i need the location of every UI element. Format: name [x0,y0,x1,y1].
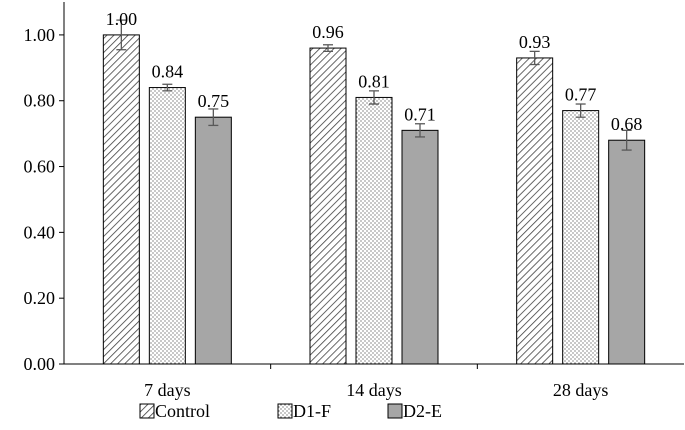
y-tick-label-5: 1.00 [24,25,56,45]
y-tick-label-0: 0.00 [24,354,56,374]
legend-label-d2-e: D2-E [403,401,442,421]
data-label-control-2: 0.93 [519,32,551,52]
data-label-d2-e-2: 0.68 [611,114,643,134]
bar-control-1 [309,47,347,365]
legend-label-d1-f: D1-F [293,401,331,421]
legend-swatch-d2-e [387,403,403,419]
bar-d1-f-1 [355,96,393,365]
legend-swatch-d1-f [277,403,293,419]
bars: 1.00 0.84 0.75 0.96 0.81 0.71 0.93 0.77 0.68 [102,9,646,365]
x-category-label-0: 7 days [144,380,191,400]
y-tick-label-3: 0.60 [24,157,56,177]
x-category-label-2: 28 days [553,380,609,400]
x-category-label-1: 14 days [346,380,402,400]
bar-d2-e-2 [608,139,646,365]
y-tick-label-2: 0.40 [24,222,56,242]
data-label-d1-f-2: 0.77 [565,85,597,105]
data-label-control-0: 1.00 [106,9,138,29]
data-label-d1-f-0: 0.84 [152,62,184,82]
data-label-d2-e-0: 0.75 [198,91,230,111]
bar-control-0 [102,34,140,365]
bar-d2-e-0 [194,116,232,365]
legend-label-control: Control [155,401,210,421]
y-tick-label-1: 0.20 [24,288,56,308]
bar-d2-e-1 [401,129,439,365]
data-label-d2-e-1: 0.71 [404,104,436,124]
y-tick-label-4: 0.80 [24,91,56,111]
bar-d1-f-0 [148,87,186,365]
legend-swatch-control [139,403,155,419]
x-axis: 7 days 14 days 28 days [64,363,684,400]
bar-control-2 [516,57,554,365]
y-axis: 0.00 0.20 0.40 0.60 0.80 1.00 [24,2,65,374]
data-label-d1-f-1: 0.81 [358,71,390,91]
bar-d1-f-2 [562,110,600,365]
data-label-control-1: 0.96 [312,22,344,42]
legend: Control D1-F D2-E [139,401,442,421]
